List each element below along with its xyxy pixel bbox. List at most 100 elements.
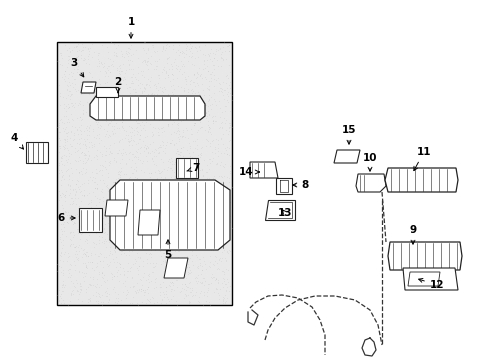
Point xyxy=(61,113,68,119)
Point xyxy=(147,246,155,252)
Point xyxy=(80,271,87,276)
Point xyxy=(220,239,228,244)
Point xyxy=(68,143,76,149)
Text: 7: 7 xyxy=(186,163,199,173)
Point xyxy=(95,233,102,239)
Point xyxy=(55,125,63,130)
Point xyxy=(163,165,171,170)
Point xyxy=(143,158,151,164)
Point xyxy=(89,240,97,246)
Point xyxy=(163,55,171,60)
Point xyxy=(65,173,73,179)
Point xyxy=(135,263,143,269)
Point xyxy=(210,113,218,119)
Point xyxy=(165,247,173,253)
Point xyxy=(182,51,189,57)
Point xyxy=(175,42,183,48)
Point xyxy=(148,233,156,238)
Point xyxy=(162,284,170,290)
Point xyxy=(177,269,184,274)
Point xyxy=(110,180,118,185)
Point xyxy=(161,235,169,241)
Point xyxy=(71,145,79,151)
Point xyxy=(161,264,168,269)
Point xyxy=(146,241,154,247)
Point xyxy=(79,260,87,265)
Point xyxy=(162,70,170,76)
Point xyxy=(107,128,115,134)
Point xyxy=(136,80,144,86)
Point xyxy=(91,102,99,108)
Point xyxy=(129,132,137,138)
Point xyxy=(157,174,164,180)
Point xyxy=(201,234,209,240)
Point xyxy=(67,112,75,117)
Point xyxy=(164,225,172,231)
Point xyxy=(203,138,211,144)
Point xyxy=(218,124,225,130)
Point xyxy=(220,189,227,195)
Point xyxy=(167,270,175,276)
Point xyxy=(192,278,200,284)
Point xyxy=(206,131,214,137)
Point xyxy=(163,185,171,191)
Point xyxy=(103,285,111,291)
Point xyxy=(193,69,201,75)
Point xyxy=(101,112,109,118)
Point xyxy=(185,241,193,247)
Point xyxy=(114,183,122,189)
Point xyxy=(220,270,228,275)
Point xyxy=(94,298,102,303)
Point xyxy=(56,62,63,67)
Point xyxy=(85,144,93,150)
Point xyxy=(141,59,149,65)
Point xyxy=(82,253,90,258)
Point xyxy=(130,235,138,241)
Point xyxy=(82,132,90,138)
Point xyxy=(192,205,200,211)
Point xyxy=(84,177,92,183)
Point xyxy=(193,75,201,80)
Point xyxy=(113,259,121,265)
Point xyxy=(161,200,168,206)
Point xyxy=(66,93,74,99)
Point xyxy=(197,288,204,293)
Point xyxy=(100,272,108,278)
Point xyxy=(174,40,182,46)
Point xyxy=(173,120,181,126)
Point xyxy=(98,61,106,67)
Point xyxy=(107,210,115,216)
Point xyxy=(215,266,223,272)
Point xyxy=(80,57,88,62)
Point xyxy=(225,218,233,224)
Point xyxy=(111,249,119,255)
Point xyxy=(181,234,188,240)
Point xyxy=(113,150,121,156)
Point xyxy=(168,192,176,198)
Point xyxy=(62,95,70,101)
Point xyxy=(150,265,158,270)
Point xyxy=(67,103,75,109)
Point xyxy=(205,263,213,269)
Point xyxy=(185,280,193,286)
Point xyxy=(129,151,137,157)
Point xyxy=(132,200,140,206)
Point xyxy=(77,91,85,97)
Point xyxy=(140,245,147,251)
Point xyxy=(215,257,223,263)
Point xyxy=(113,97,121,103)
Point xyxy=(186,289,194,294)
Point xyxy=(204,96,212,102)
Point xyxy=(172,110,180,116)
Point xyxy=(177,224,184,230)
Point xyxy=(69,233,77,238)
Point xyxy=(86,224,94,230)
Point xyxy=(215,124,223,130)
Point xyxy=(208,114,216,120)
Point xyxy=(167,166,175,171)
Point xyxy=(56,252,64,258)
Point xyxy=(97,59,104,65)
Point xyxy=(78,254,85,260)
Point xyxy=(73,126,81,131)
Point xyxy=(227,154,235,160)
